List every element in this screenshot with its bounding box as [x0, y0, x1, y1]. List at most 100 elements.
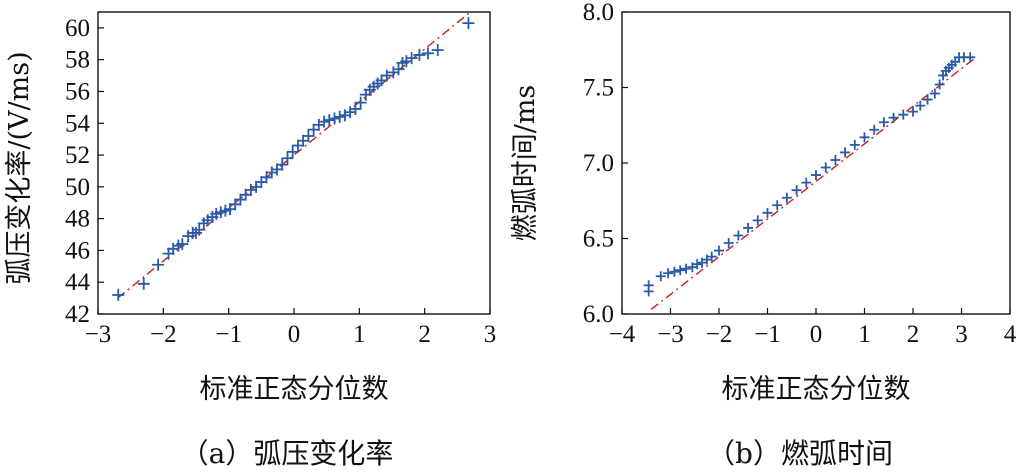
panel-a-data-point — [405, 52, 418, 65]
panel-b-ytick-label: 6.5 — [583, 226, 614, 253]
panel-a-ytick-label: 60 — [65, 15, 90, 42]
panel-a-xtick-label: 1 — [353, 321, 366, 348]
panel-b-xlabel: 标准正态分位数 — [722, 374, 911, 405]
panel-b-data-point — [655, 271, 666, 282]
panel-b-data-point — [965, 52, 976, 63]
panel-b-xtick-label: 1 — [858, 321, 871, 348]
panel-b-xtick-label: 4 — [1004, 321, 1017, 348]
panel-b-xtick-label: 0 — [810, 321, 823, 348]
panel-b-data-point — [922, 94, 933, 105]
panel-b-data-point — [869, 124, 880, 135]
panel-b-data-point — [681, 263, 692, 274]
panel-a-xtick-label: 3 — [484, 321, 497, 348]
panel-b-data-point — [663, 268, 674, 279]
panel-a-data-point — [112, 288, 125, 301]
panel-b-data-point — [781, 192, 792, 203]
panel-b-xtick-label: 2 — [907, 321, 920, 348]
panel-b-data-point — [692, 259, 703, 270]
panel-b-data-point — [811, 170, 821, 181]
panel-a-xtick-label: 0 — [288, 321, 301, 348]
panel-a-data-point — [349, 102, 362, 115]
panel-a-data-point — [328, 112, 341, 125]
panel-a-data-point — [344, 106, 357, 119]
panel-a-data-point — [421, 47, 434, 60]
panel-a-ytick-label: 48 — [65, 206, 90, 233]
panel-b-data-point — [762, 207, 773, 218]
panel-b-data-point — [888, 112, 899, 123]
panel-b-data-point — [706, 251, 717, 262]
panel-a-xtick-label: −1 — [215, 321, 242, 348]
panel-b-ytick-label: 7.5 — [583, 75, 614, 102]
panel-a-ytick-label: 54 — [65, 110, 91, 137]
panel-a-data-point — [380, 69, 393, 82]
panel-b-data-point — [908, 106, 918, 117]
panel-b-fit-line — [650, 56, 977, 311]
panel-a-data-point — [338, 109, 351, 122]
panel-b-ytick-label: 7.0 — [583, 150, 614, 177]
panel-a-ytick-label: 42 — [65, 301, 90, 328]
panel-b-data-point — [820, 162, 831, 173]
panel-a-data-point — [387, 66, 400, 79]
panel-a-data-point — [318, 115, 331, 128]
panel-b-data-point — [859, 132, 870, 143]
panel-a-data-point — [176, 238, 189, 251]
panel-a-xlabel: 标准正态分位数 — [200, 374, 389, 405]
panel-a-ytick-label: 52 — [65, 142, 90, 169]
panel-a-data-point — [392, 63, 405, 76]
panel-a-data-point — [431, 44, 444, 57]
panel-b-data-point — [772, 200, 783, 211]
panel-a-caption: （a）弧压变化率 — [181, 437, 394, 470]
panel-b-data-point — [898, 109, 909, 120]
panel-a-data-point — [152, 258, 165, 271]
panel-b-data-point — [669, 266, 680, 277]
panel-a-xtick-label: −2 — [150, 321, 177, 348]
panel-b-data-point — [723, 238, 734, 249]
panel-b-data-point — [791, 185, 802, 196]
panel-a-data-point — [281, 152, 294, 165]
panel-b-data-point — [915, 100, 926, 111]
panel-a-ylabel: 弧压变化率/(V/ms) — [4, 51, 35, 284]
panel-a-ytick-label: 58 — [65, 47, 90, 74]
panel-b-caption: （b）燃弧时间 — [707, 437, 893, 470]
panel-a-ytick-label: 56 — [65, 78, 90, 105]
panel-b-data-point — [752, 215, 763, 226]
panel-a-data-point — [413, 48, 426, 61]
panel-b-ylabel: 燃弧时间/ms — [510, 85, 541, 242]
panel-a-data-point — [193, 223, 206, 236]
panel-a-axes-frame — [97, 11, 491, 315]
panel-b-xtick-label: −1 — [754, 321, 781, 348]
panel-a-data-point — [286, 145, 299, 158]
panel-b-xtick-label: −4 — [609, 321, 636, 348]
panel-b-data-point — [675, 265, 686, 276]
panel-b-xtick-label: −2 — [706, 321, 733, 348]
panel-b: 燃弧时间/ms 标准正态分位数 （b）燃弧时间 −4 −3 −2 −1 0 1 2 3 4 6.0… — [510, 0, 1017, 470]
panel-a-ytick-label: 50 — [65, 174, 90, 201]
panel-a-ytick-label: 44 — [65, 269, 91, 296]
panel-a-data-point — [323, 114, 336, 127]
panel-b-data-point — [929, 88, 940, 99]
panel-a-data-point — [137, 277, 150, 290]
panel-b-data-point — [733, 230, 744, 241]
panel-b-xtick-label: 3 — [955, 321, 968, 348]
panel-b-data-point — [840, 147, 851, 158]
panel-b-data-point — [878, 117, 889, 128]
panel-b-ytick-label: 8.0 — [583, 0, 614, 26]
panel-a-data-point — [462, 17, 475, 30]
panel-b-data-point — [830, 154, 841, 165]
panel-b-data-point — [643, 280, 654, 291]
panel-a-data-point — [302, 129, 315, 142]
panel-a-xtick-label: −3 — [85, 321, 112, 348]
panel-b-data-point — [934, 79, 945, 90]
panel-b-data-point — [743, 222, 754, 233]
panel-a: 弧压变化率/(V/ms) 标准正态分位数 （a）弧压变化率 −3 −2 −1 0 1 2 3… — [4, 11, 497, 470]
panel-b-xtick-label: −3 — [657, 321, 684, 348]
panel-a-data-point — [276, 158, 289, 171]
panel-a-xtick-label: 2 — [418, 321, 431, 348]
panel-b-data-point — [714, 245, 724, 256]
panel-b-data-point — [849, 139, 860, 150]
panel-a-ytick-label: 46 — [65, 237, 90, 264]
panel-b-ytick-label: 6.0 — [583, 301, 614, 328]
panel-a-data-point — [354, 96, 367, 109]
panel-b-data-point — [801, 177, 812, 188]
